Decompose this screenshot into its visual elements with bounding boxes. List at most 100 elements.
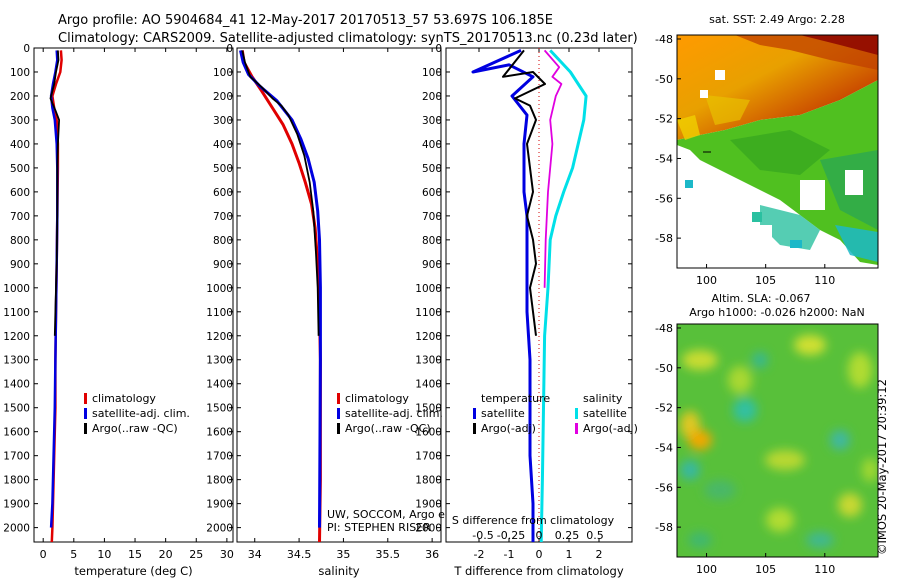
depth-tick-label: 700 — [10, 211, 30, 223]
x-tick-label: 34 — [248, 548, 262, 561]
depth-tick-label: 1600 — [415, 427, 442, 439]
depth-tick-label: 1100 — [415, 307, 442, 319]
temperature-argo-line — [49, 50, 60, 336]
sst-map-x-tick-label: 100 — [696, 274, 717, 287]
depth-tick-label: 1200 — [206, 331, 233, 343]
sst-map-y-tick-label: -54 — [655, 152, 673, 165]
sla-map-title: Altim. SLA: -0.067 — [711, 292, 810, 305]
x-tick-label: 20 — [159, 548, 173, 561]
depth-tick-label: 400 — [10, 139, 30, 151]
depth-tick-label: 1100 — [206, 307, 233, 319]
sst-map-y-tick-label: -48 — [655, 33, 673, 46]
x-tick-label: 35.5 — [376, 548, 401, 561]
depth-tick-label: 800 — [10, 235, 30, 247]
profile-panel-salinity: 0100200300400500600700800900100011001200… — [206, 43, 442, 578]
depth-tick-label: 900 — [10, 259, 30, 271]
depth-tick-label: 400 — [422, 139, 442, 151]
profile-panel-temperature: 0100200300400500600700800900100011001200… — [3, 43, 234, 578]
x-tick-label: 5 — [70, 548, 77, 561]
depth-tick-label: 600 — [422, 187, 442, 199]
x-tick-label: 10 — [97, 548, 111, 561]
sla-map-y-tick-label: -48 — [655, 322, 673, 335]
x-tick-label: 36 — [425, 548, 439, 561]
temperature-diff-argo-line — [502, 49, 546, 336]
salinity-diff-tick-label: 0 — [536, 529, 543, 542]
sst-map-frame — [676, 34, 879, 269]
salinity-diff-tick-label: 0.5 — [586, 529, 604, 542]
sla-map-frame — [676, 323, 879, 558]
depth-tick-label: 700 — [422, 211, 442, 223]
temperature-diff-legend-label: satellite — [481, 407, 525, 420]
temperature-legend-swatch — [84, 423, 87, 434]
depth-tick-label: 1300 — [206, 355, 233, 367]
depth-tick-label: 1000 — [415, 283, 442, 295]
temperature-diff-legend-header: temperature — [481, 392, 550, 405]
salinity-legend-label: satellite-adj. clim. — [345, 407, 443, 420]
depth-tick-label: 700 — [213, 211, 233, 223]
x-tick-label: -1 — [504, 548, 515, 561]
depth-tick-label: 1800 — [206, 475, 233, 487]
x-tick-label: 35 — [336, 548, 350, 561]
sla-map-y-tick-label: -58 — [655, 521, 673, 534]
temperature-legend-swatch — [84, 408, 87, 419]
depth-tick-label: 1800 — [415, 475, 442, 487]
salinity-legend-swatch — [337, 423, 340, 434]
sla-map-y-tick-label: -54 — [655, 441, 673, 454]
depth-tick-label: 0 — [23, 43, 30, 55]
depth-tick-label: 300 — [10, 115, 30, 127]
x-tick-label: 30 — [220, 548, 234, 561]
sst-map-y-tick-label: -58 — [655, 232, 673, 245]
depth-tick-label: 1400 — [415, 379, 442, 391]
sst-map — [677, 35, 878, 268]
depth-tick-label: 1000 — [3, 283, 30, 295]
depth-tick-label: 1200 — [415, 331, 442, 343]
salinity-diff-legend-label: Argo(-adj) — [583, 422, 638, 435]
x-axis-label: temperature (deg C) — [74, 564, 192, 578]
salinity-diff-legend-swatch — [575, 408, 578, 419]
temperature-diff-legend-label: Argo(-adj) — [481, 422, 536, 435]
sst-map-y-tick-label: -52 — [655, 113, 673, 126]
sst-map-x-tick-label: 105 — [755, 274, 776, 287]
float-pi-annotation: PI: STEPHEN RISER — [327, 521, 431, 534]
salinity-diff-satellite-line — [539, 49, 588, 542]
x-tick-label: 25 — [189, 548, 203, 561]
depth-tick-label: 900 — [213, 259, 233, 271]
temperature-diff-legend-swatch — [473, 408, 476, 419]
x-axis-label: T difference from climatology — [453, 564, 624, 578]
depth-tick-label: 500 — [213, 163, 233, 175]
salinity-legend-label: climatology — [345, 392, 409, 405]
x-tick-label: 34.5 — [287, 548, 312, 561]
depth-tick-label: 1700 — [206, 451, 233, 463]
sla-map-subtitle: Argo h1000: -0.026 h2000: NaN — [689, 306, 865, 319]
x-tick-label: -2 — [474, 548, 485, 561]
depth-tick-label: 1700 — [415, 451, 442, 463]
depth-tick-label: 1000 — [206, 283, 233, 295]
sst-map-y-tick-label: -56 — [655, 192, 673, 205]
depth-tick-label: 1200 — [3, 331, 30, 343]
depth-tick-label: 500 — [10, 163, 30, 175]
depth-tick-label: 800 — [213, 235, 233, 247]
depth-tick-label: 200 — [422, 91, 442, 103]
temperature-legend-label: Argo(..raw -QC) — [92, 422, 178, 435]
depth-tick-label: 500 — [422, 163, 442, 175]
depth-tick-label: 1500 — [415, 403, 442, 415]
depth-tick-label: 1300 — [415, 355, 442, 367]
depth-tick-label: 1100 — [3, 307, 30, 319]
depth-tick-label: 0 — [435, 43, 442, 55]
salinity-diff-tick-label: -0.5 — [472, 529, 493, 542]
depth-tick-label: 200 — [10, 91, 30, 103]
depth-tick-label: 400 — [213, 139, 233, 151]
salinity-diff-legend-label: satellite — [583, 407, 627, 420]
temperature-legend-label: satellite-adj. clim. — [92, 407, 190, 420]
sst-map-x-tick-label: 110 — [814, 274, 835, 287]
salinity-argo-line — [241, 50, 320, 336]
x-tick-label: 0 — [536, 548, 543, 561]
panel-frame — [445, 47, 633, 543]
temperature-legend-label: climatology — [92, 392, 156, 405]
depth-tick-label: 1500 — [3, 403, 30, 415]
depth-tick-label: 1400 — [3, 379, 30, 391]
depth-tick-label: 200 — [213, 91, 233, 103]
x-tick-label: 2 — [596, 548, 603, 561]
salinity-legend-swatch — [337, 393, 340, 404]
